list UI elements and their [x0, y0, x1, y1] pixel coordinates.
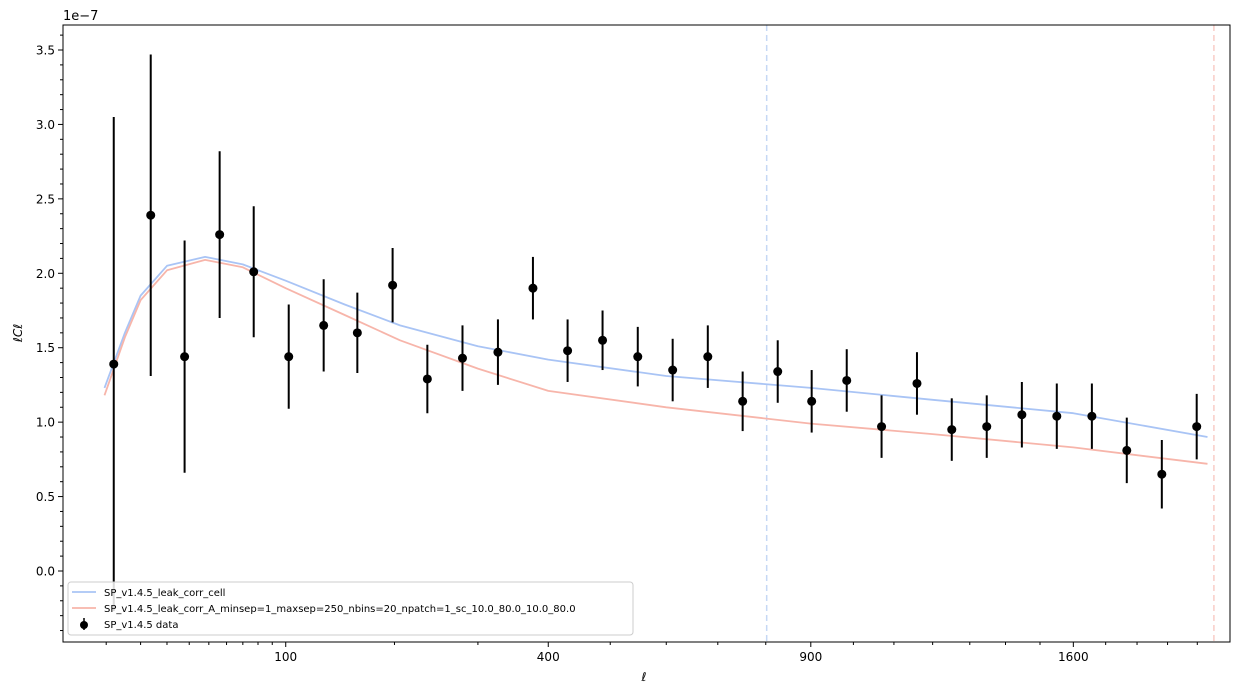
data-point — [1052, 411, 1062, 421]
data-point — [668, 365, 678, 375]
data-point — [947, 425, 957, 435]
y-tick-label: 0.0 — [36, 564, 55, 578]
data-point — [842, 375, 852, 385]
data-point — [493, 347, 503, 357]
x-tick-label: 100 — [274, 650, 297, 664]
plot-frame — [62, 24, 1231, 643]
data-point — [249, 267, 259, 277]
y-axis-ticks: 0.0 0.5 1.0 1.5 2.0 2.5 3.0 3.5 — [36, 34, 63, 632]
vertical-reference-lines — [765, 25, 1215, 642]
x-tick-label: 400 — [537, 650, 560, 664]
model-line-cell — [103, 255, 1208, 438]
x-tick-label: 900 — [799, 650, 822, 664]
legend: SP_v1.4.5_leak_corr_cell SP_v1.4.5_leak_… — [67, 581, 634, 636]
y-tick-label: 2.5 — [36, 192, 55, 206]
data-point — [877, 422, 887, 432]
data-point — [215, 230, 225, 240]
y-axis-label: ℓCℓ — [11, 324, 25, 343]
data-point — [703, 352, 713, 362]
legend-label-cell: SP_v1.4.5_leak_corr_cell — [104, 588, 225, 599]
data-points — [109, 54, 1202, 612]
y-tick-label: 1.0 — [36, 416, 55, 430]
y-tick-label: 3.0 — [36, 118, 55, 132]
x-tick-label: 1600 — [1058, 650, 1089, 664]
data-point — [352, 328, 362, 338]
data-point — [146, 210, 156, 220]
legend-label-model: SP_v1.4.5_leak_corr_A_minsep=1_maxsep=25… — [104, 604, 576, 615]
data-point — [422, 374, 432, 384]
data-point — [1122, 445, 1132, 455]
model-lines — [103, 255, 1208, 465]
data-point — [457, 353, 467, 363]
data-point — [598, 335, 608, 345]
model-line-leak-corr — [103, 259, 1208, 465]
data-point — [388, 280, 398, 290]
y-tick-label: 3.5 — [36, 44, 55, 58]
legend-label-data: SP_v1.4.5 data — [104, 620, 178, 631]
data-point — [180, 352, 190, 362]
data-point — [738, 396, 748, 406]
data-point — [319, 320, 329, 330]
x-axis-ticks: 100 400 900 1600 — [105, 642, 1198, 664]
data-point — [773, 367, 783, 377]
data-point — [563, 346, 573, 356]
data-point — [912, 378, 922, 388]
data-point — [633, 352, 643, 362]
data-point — [1157, 469, 1167, 479]
legend-box — [67, 581, 634, 636]
data-point — [1087, 411, 1097, 421]
legend-marker — [80, 621, 88, 629]
y-tick-label: 1.5 — [36, 341, 55, 355]
data-point — [982, 422, 992, 432]
data-point — [1017, 410, 1027, 420]
data-point — [284, 352, 294, 362]
y-tick-label: 0.5 — [36, 490, 55, 504]
data-point — [1192, 422, 1202, 432]
x-axis-label: ℓ — [641, 670, 647, 684]
y-tick-label: 2.0 — [36, 267, 55, 281]
y-offset-text: 1e−7 — [63, 9, 98, 24]
data-point — [807, 396, 817, 406]
data-point — [528, 283, 538, 293]
data-point — [109, 359, 119, 369]
